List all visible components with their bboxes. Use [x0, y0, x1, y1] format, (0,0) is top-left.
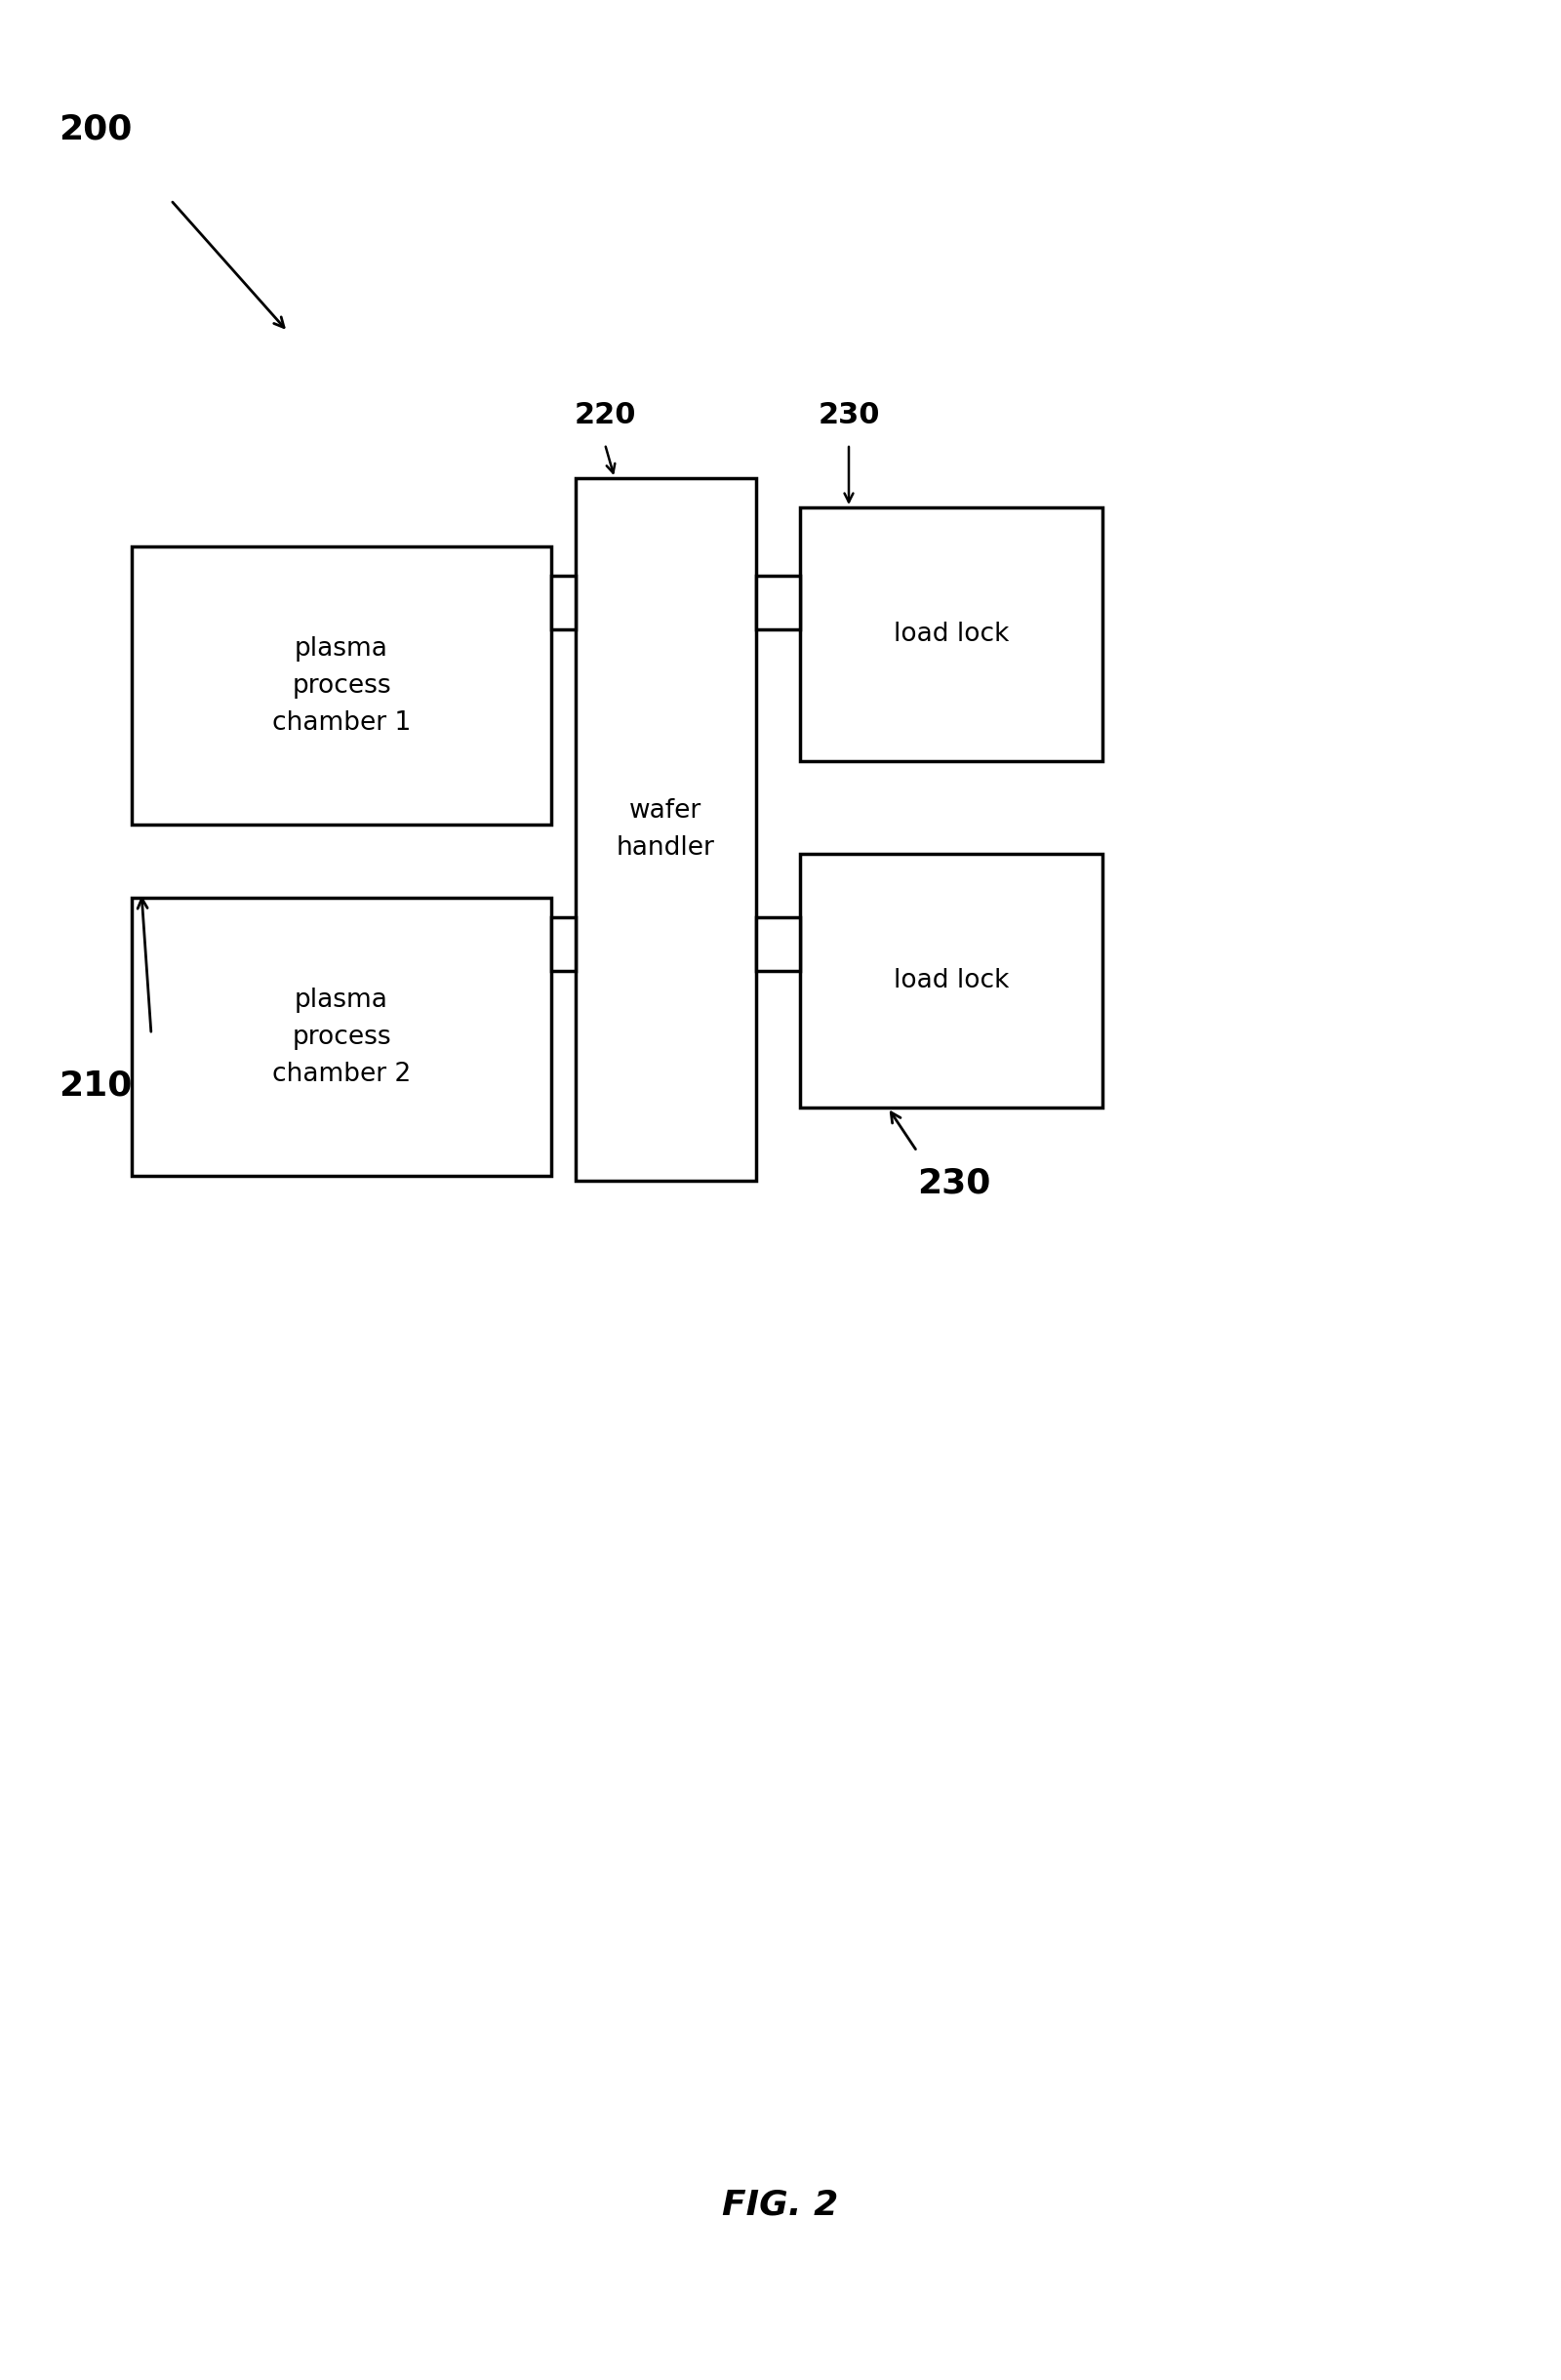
Text: 230: 230	[918, 1166, 991, 1200]
Text: 220: 220	[574, 402, 635, 428]
Bar	[131, 897, 551, 1176]
Bar	[551, 916, 576, 971]
Text: load lock: load lock	[893, 621, 1008, 647]
Bar	[799, 854, 1102, 1107]
Text: 200: 200	[59, 112, 133, 145]
Bar	[131, 547, 551, 823]
Text: plasma
process
chamber 1: plasma process chamber 1	[272, 635, 411, 735]
Text: wafer
handler: wafer handler	[617, 797, 715, 862]
Text: 230: 230	[818, 402, 880, 428]
Bar	[756, 576, 799, 628]
Text: FIG. 2: FIG. 2	[723, 2187, 838, 2221]
Text: 210: 210	[59, 1069, 133, 1102]
Bar	[551, 576, 576, 628]
Bar	[576, 478, 756, 1180]
Text: plasma
process
chamber 2: plasma process chamber 2	[272, 988, 411, 1088]
Bar	[756, 916, 799, 971]
Text: load lock: load lock	[893, 969, 1008, 992]
Bar	[799, 507, 1102, 762]
